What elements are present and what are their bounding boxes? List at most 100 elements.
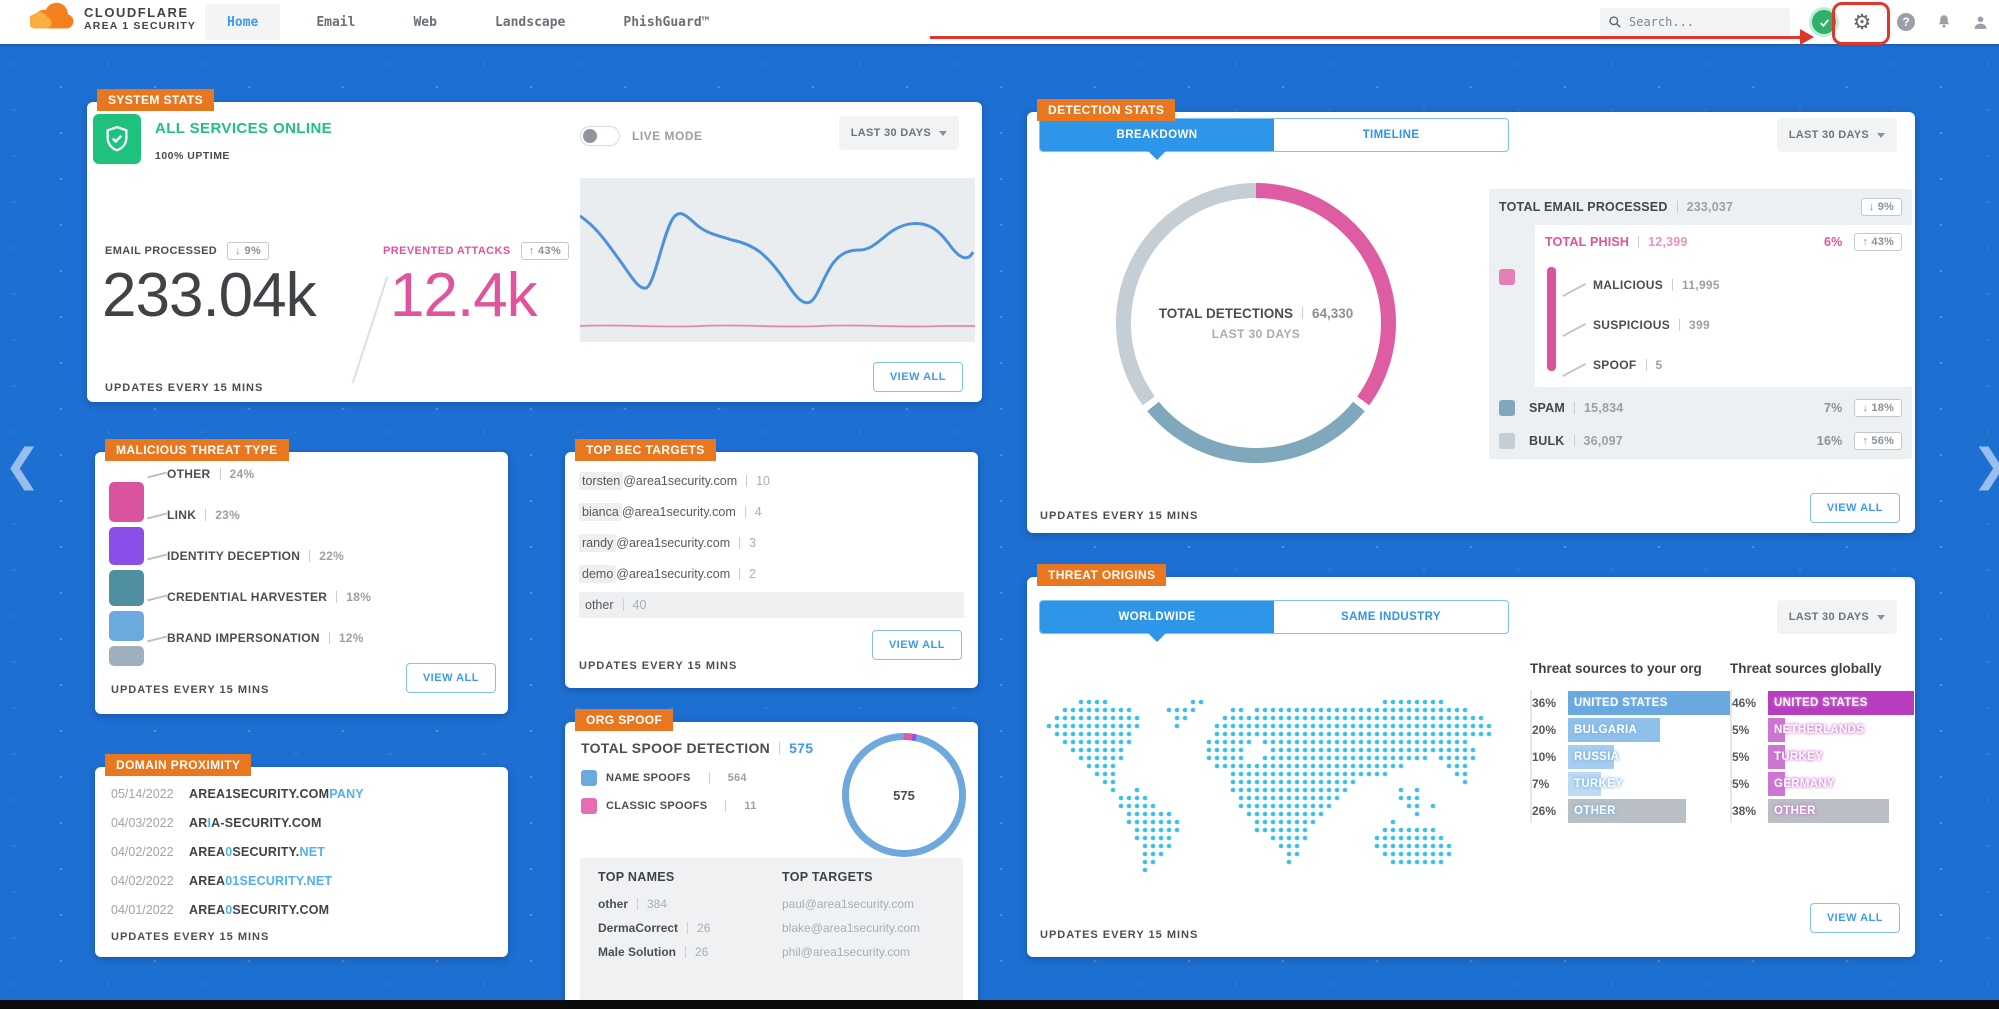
card-tag: SYSTEM STATS bbox=[97, 89, 215, 111]
top-names-column: TOP NAMES other 384 DermaCorrect 26 bbox=[598, 870, 710, 964]
nav-item[interactable]: PhishGuard™ bbox=[623, 14, 710, 30]
brand-logo[interactable]: CLOUDFLARE AREA 1 SECURITY bbox=[30, 2, 196, 34]
nav-item[interactable]: Landscape bbox=[494, 14, 566, 30]
view-all-button[interactable]: VIEW ALL bbox=[405, 663, 496, 693]
live-mode-toggle[interactable] bbox=[580, 126, 620, 146]
legend-swatch bbox=[581, 770, 597, 786]
next-page-arrow[interactable]: ❯ bbox=[1972, 440, 1999, 491]
detections-label: TOTAL DETECTIONS bbox=[1158, 305, 1293, 321]
date-range-dropdown[interactable]: LAST 30 DAYS bbox=[1776, 600, 1897, 634]
threat-source-bar: UNITED STATES bbox=[1768, 690, 1914, 715]
domain-row[interactable]: 04/02/2022 AREA0SECURITY.NET bbox=[111, 845, 326, 859]
malicious-threat-type-card: MALICIOUS THREAT TYPE OTHER 24% LINK 23% bbox=[95, 439, 508, 714]
nav-item[interactable]: Email bbox=[316, 14, 356, 30]
bar-segment bbox=[109, 527, 144, 565]
threat-type-stacked-bar bbox=[109, 482, 144, 666]
bec-row[interactable]: other 40 bbox=[579, 592, 964, 618]
tab[interactable]: BREAKDOWN bbox=[1040, 119, 1274, 160]
global-threat-sources-list: Threat sources globally 46% UNITED STATE… bbox=[1730, 661, 1930, 825]
org-spoof-card: ORG SPOOF TOTAL SPOOF DETECTION 575 NAME… bbox=[565, 709, 978, 1009]
phish-child-row: SPOOF 5 bbox=[1593, 358, 1663, 372]
card-tag: THREAT ORIGINS bbox=[1037, 564, 1167, 586]
delta-badge: ↓ 9% bbox=[1860, 198, 1902, 216]
world-dot-map bbox=[1045, 688, 1511, 893]
delta-badge: ↑ 56% bbox=[1854, 431, 1902, 450]
detections-donut-chart: TOTAL DETECTIONS 64,330 LAST 30 DAYS bbox=[1116, 183, 1396, 463]
bec-row[interactable]: torsten @area1security.com 10 bbox=[579, 468, 964, 494]
view-all-button[interactable]: VIEW ALL bbox=[1809, 903, 1900, 933]
chevron-down-icon bbox=[939, 130, 947, 136]
domain-row[interactable]: 05/14/2022 AREA1SECURITY.COMPANY bbox=[111, 787, 364, 801]
spoof-donut-chart: 575 bbox=[842, 733, 966, 857]
annotation-arrow-line bbox=[930, 36, 1802, 39]
total-spoof-title: TOTAL SPOOF DETECTION 575 bbox=[581, 740, 814, 756]
nav-item[interactable]: Web bbox=[413, 14, 437, 30]
top-targets-column: TOP TARGETS paul@area1security.com blake@… bbox=[782, 870, 920, 964]
phish-breakdown-box: TOTAL PHISH 12,399 6% ↑ 43% MALICIOUS bbox=[1499, 225, 1912, 387]
threat-source-bar: OTHER bbox=[1768, 798, 1889, 823]
view-all-button[interactable]: VIEW ALL bbox=[871, 630, 962, 660]
bec-row[interactable]: randy @area1security.com 3 bbox=[579, 530, 964, 556]
chevron-down-icon bbox=[1877, 132, 1885, 138]
nav-item[interactable]: Home bbox=[205, 4, 281, 40]
threat-source-row: 5% GERMANY bbox=[1732, 771, 1930, 796]
prev-page-arrow[interactable]: ❮ bbox=[4, 440, 41, 491]
phish-legend-swatch bbox=[1499, 269, 1515, 285]
legend-item: NAME SPOOFS 564 bbox=[581, 770, 747, 786]
view-all-button[interactable]: VIEW ALL bbox=[872, 362, 963, 392]
bar-segment bbox=[109, 611, 144, 641]
category-row: BULK 36,097 16% ↑ 56% bbox=[1489, 424, 1912, 457]
tab[interactable]: TIMELINE bbox=[1362, 129, 1420, 141]
settings-gear-icon[interactable]: ⚙ bbox=[1852, 10, 1872, 34]
threat-source-row: 7% TURKEY bbox=[1532, 771, 1730, 796]
tab[interactable]: WORLDWIDE bbox=[1040, 601, 1274, 642]
card-tag: DOMAIN PROXIMITY bbox=[105, 754, 252, 776]
bec-row[interactable]: demo @area1security.com 2 bbox=[579, 561, 964, 587]
top-name-row: DermaCorrect 26 bbox=[598, 921, 711, 935]
email-processed-value: 233.04k bbox=[102, 261, 317, 330]
domain-row[interactable]: 04/02/2022 AREA01SECURITY.NET bbox=[111, 874, 333, 888]
notifications-bell-icon[interactable] bbox=[1932, 10, 1956, 34]
help-icon[interactable]: ? bbox=[1894, 10, 1918, 34]
spoof-donut-value: 575 bbox=[893, 787, 915, 803]
user-account-icon[interactable] bbox=[1968, 10, 1992, 34]
threat-origins-card: THREAT ORIGINS WORLDWIDE SAME INDUSTRY LA… bbox=[1027, 564, 1915, 957]
delta-badge: ↑ 43% bbox=[520, 242, 570, 260]
total-phish-row: TOTAL PHISH 12,399 6% ↑ 43% bbox=[1535, 225, 1912, 259]
domain-row[interactable]: 04/03/2022 ARIA-SECURITY.COM bbox=[111, 816, 322, 830]
domain-proximity-card: DOMAIN PROXIMITY 05/14/2022 AREA1SECURIT… bbox=[95, 754, 508, 957]
updates-caption: UPDATES EVERY 15 MINS bbox=[111, 931, 270, 943]
card-tag: DETECTION STATS bbox=[1037, 99, 1176, 121]
threat-source-bar: OTHER bbox=[1568, 798, 1686, 823]
annotation-highlight-box bbox=[1832, 2, 1890, 45]
date-range-dropdown[interactable]: LAST 30 DAYS bbox=[1776, 118, 1897, 152]
date-range-dropdown[interactable]: LAST 30 DAYS bbox=[838, 116, 959, 150]
detection-breakdown-panel: TOTAL EMAIL PROCESSED 233,037 ↓ 9% TOTAL… bbox=[1489, 189, 1912, 459]
cloudflare-cloud-icon bbox=[30, 2, 74, 29]
domain-row[interactable]: 04/01/2022 AREA0SECURITY.COM bbox=[111, 903, 330, 917]
threat-source-bar: TURKEY bbox=[1568, 771, 1623, 796]
legend-swatch bbox=[1499, 432, 1515, 449]
bar-segment bbox=[109, 646, 144, 666]
detections-value: 64,330 bbox=[1311, 305, 1354, 321]
org-threat-sources-list: Threat sources to your org 36% UNITED ST… bbox=[1530, 661, 1730, 825]
delta-badge: ↓ 9% bbox=[227, 242, 270, 260]
search-input[interactable] bbox=[1629, 15, 1769, 29]
system-stats-card: SYSTEM STATS ALL SERVICES ONLINE 100% UP… bbox=[87, 89, 982, 402]
threat-source-row: 5% NETHERLANDS bbox=[1732, 717, 1930, 742]
top-name-row: other 384 bbox=[598, 897, 668, 911]
threat-source-row: 5% TURKEY bbox=[1732, 744, 1930, 769]
view-all-button[interactable]: VIEW ALL bbox=[1809, 493, 1900, 523]
tab[interactable]: SAME INDUSTRY bbox=[1341, 611, 1441, 623]
bec-row[interactable]: bianca @area1security.com 4 bbox=[579, 499, 964, 525]
threat-type-row: LINK 23% bbox=[167, 508, 241, 522]
delta-badge: ↓ 18% bbox=[1854, 398, 1902, 417]
email-processed-header: EMAIL PROCESSED ↓ 9% bbox=[105, 242, 270, 260]
updates-caption: UPDATES EVERY 15 MINS bbox=[1040, 929, 1199, 941]
threat-source-row: 36% UNITED STATES bbox=[1532, 690, 1730, 715]
threat-source-row: 10% RUSSIA bbox=[1532, 744, 1730, 769]
total-email-row: TOTAL EMAIL PROCESSED 233,037 ↓ 9% bbox=[1489, 189, 1912, 225]
card-tag: TOP BEC TARGETS bbox=[575, 439, 716, 461]
annotation-arrow-head bbox=[1800, 29, 1814, 45]
